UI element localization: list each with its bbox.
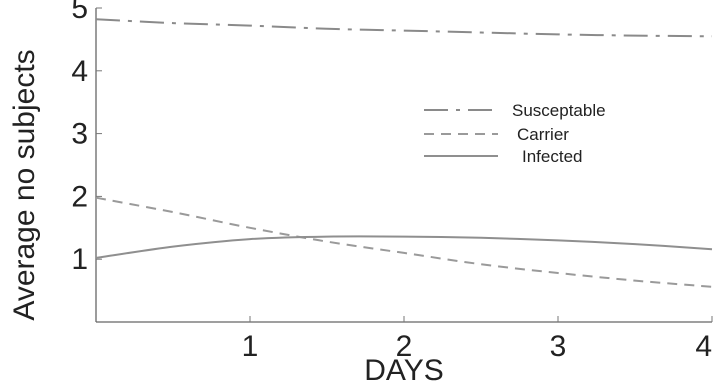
y-tick-label: 5 — [71, 0, 88, 25]
legend-label-infected: Infected — [522, 147, 583, 166]
series-line-susceptable — [95, 18, 713, 38]
x-tick-label: 2 — [396, 330, 413, 363]
y-axis-title: Average no subjects — [8, 49, 41, 320]
x-tick-label: 1 — [242, 330, 259, 363]
series-layer — [95, 18, 713, 288]
y-tick-label: 1 — [71, 243, 88, 276]
legend-label-carrier: Carrier — [517, 125, 569, 144]
y-tick-label: 4 — [71, 55, 88, 88]
x-axis-title: DAYS — [364, 354, 443, 387]
axes-layer: 1 2 3 4 5 1 2 3 4 DAYS Average no subjects — [8, 0, 713, 387]
y-tick-label: 3 — [71, 118, 88, 151]
series-line-carrier — [95, 196, 713, 288]
x-tick-label: 4 — [695, 330, 712, 363]
y-tick-label: 2 — [71, 180, 88, 213]
series-line-infected — [95, 235, 713, 259]
legend-layer: Susceptable Carrier Infected — [424, 101, 606, 166]
legend-label-susceptable: Susceptable — [512, 101, 606, 120]
x-tick-label: 3 — [550, 330, 567, 363]
